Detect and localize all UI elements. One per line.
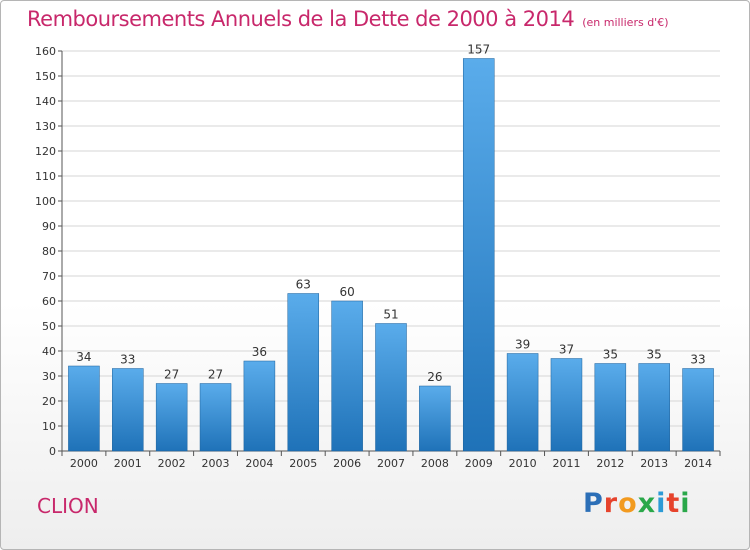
y-tick-label: 130	[35, 120, 56, 133]
y-tick-label: 20	[42, 395, 56, 408]
x-tick-label-2001: 2001	[114, 457, 142, 470]
data-label-2005: 63	[296, 278, 311, 292]
chart-title: Remboursements Annuels de la Dette de 20…	[27, 7, 668, 31]
bar-2011	[550, 358, 583, 452]
x-tick-label-2000: 2000	[70, 457, 98, 470]
bar-2010	[506, 353, 539, 452]
y-tick-label: 160	[35, 45, 56, 58]
bar-2007	[375, 323, 407, 452]
data-label-2012: 35	[603, 348, 618, 362]
x-tick-label-2008: 2008	[421, 457, 449, 470]
data-label-2013: 35	[647, 348, 662, 362]
bar-2000	[68, 365, 100, 452]
data-label-2003: 27	[208, 368, 223, 382]
x-tick-label-2006: 2006	[333, 457, 361, 470]
x-tick-label-2002: 2002	[158, 457, 186, 470]
x-tick-label-2005: 2005	[289, 457, 317, 470]
data-label-2004: 36	[252, 345, 267, 359]
bar-2013	[638, 363, 670, 452]
y-tick-label: 80	[42, 245, 56, 258]
data-label-2000: 34	[76, 350, 91, 364]
x-tick-label-2004: 2004	[245, 457, 273, 470]
data-label-2011: 37	[559, 343, 574, 357]
bar-2004	[243, 360, 276, 452]
proxiti-logo[interactable]: Proxiti	[583, 488, 691, 519]
x-tick-label-2011: 2011	[552, 457, 580, 470]
x-tick-labels: 2000 2001 2002 2003 2004 2005 2006 2007 2008 2009…	[70, 457, 712, 470]
x-tick-label-2010: 2010	[509, 457, 537, 470]
y-tick-label: 90	[42, 220, 56, 233]
bar-2003	[199, 383, 232, 452]
y-tick-labels: 0 10 20 30 40 50 60 70 80 90 100 110 120 130 140 150 160	[35, 45, 56, 458]
y-tick-label: 120	[35, 145, 56, 158]
unit-note: (en milliers d'€)	[582, 16, 669, 29]
data-label-2007: 51	[383, 308, 398, 322]
y-tick-label: 150	[35, 70, 56, 83]
y-tick-label: 10	[42, 420, 56, 433]
bars	[68, 58, 714, 452]
bar-2008	[419, 385, 451, 452]
y-tick-label: 0	[49, 445, 56, 458]
data-label-2008: 26	[427, 370, 442, 384]
bar-2012	[594, 363, 627, 452]
y-tick-label: 140	[35, 95, 56, 108]
y-tick-label: 60	[42, 295, 56, 308]
place-name: CLION	[37, 494, 99, 518]
data-label-2002: 27	[164, 368, 179, 382]
bar-2002	[155, 383, 188, 452]
title-text: Remboursements Annuels de la Dette de 20…	[27, 7, 575, 31]
bar-2009	[462, 58, 495, 452]
data-label-2014: 33	[690, 353, 705, 367]
data-labels: 34 33 27 27 36 63 60 51 26 157 39 37 35 35 33	[76, 43, 705, 385]
y-tick-label: 70	[42, 270, 56, 283]
x-tick-label-2007: 2007	[377, 457, 405, 470]
x-tick-label-2013: 2013	[640, 457, 668, 470]
data-label-2009: 157	[467, 43, 490, 57]
y-tick-label: 40	[42, 345, 56, 358]
y-tick-label: 100	[35, 195, 56, 208]
data-label-2001: 33	[120, 353, 135, 367]
x-tick-label-2014: 2014	[684, 457, 712, 470]
bar-2014	[682, 368, 714, 452]
y-tick-label: 50	[42, 320, 56, 333]
bar-2006	[331, 300, 363, 452]
x-tick-label-2009: 2009	[465, 457, 493, 470]
y-tick-label: 110	[35, 170, 56, 183]
data-label-2006: 60	[339, 285, 354, 299]
bar-2001	[112, 368, 144, 452]
x-tick-label-2003: 2003	[202, 457, 230, 470]
x-tick-label-2012: 2012	[596, 457, 624, 470]
data-label-2010: 39	[515, 338, 530, 352]
bar-2005	[287, 293, 320, 452]
y-tick-label: 30	[42, 370, 56, 383]
